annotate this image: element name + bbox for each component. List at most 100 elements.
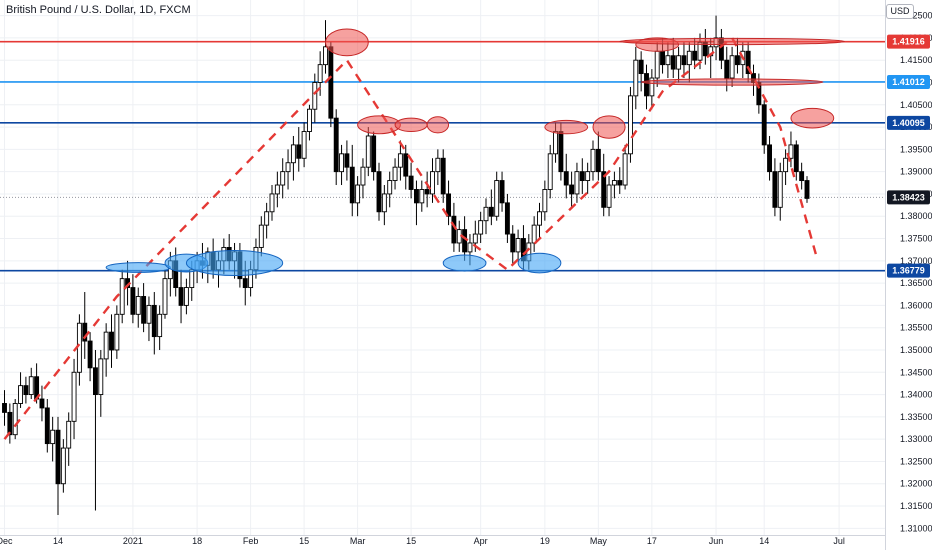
resistance-touch-marker (790, 107, 835, 129)
candle-body (745, 50, 751, 75)
x-tick-label: Feb (243, 536, 259, 546)
x-tick-label: Mar (350, 536, 366, 546)
candle-body (23, 385, 29, 396)
candle-body (537, 211, 542, 226)
candle-body (39, 398, 45, 409)
candle-body (494, 180, 500, 217)
candle-body (71, 371, 77, 422)
y-tick-label: 1.38000 (900, 211, 932, 221)
resistance-touch-marker (357, 115, 401, 135)
x-tick-label: Jul (833, 536, 845, 546)
x-tick-label: 15 (299, 536, 309, 546)
support-touch-marker (185, 250, 284, 277)
y-tick-label: 1.34000 (900, 390, 932, 400)
candle-body (681, 55, 687, 66)
level-price-tag (887, 74, 930, 89)
candle-body (28, 376, 34, 396)
y-tick-label: 1.36000 (900, 300, 932, 310)
y-tick-label: 1.33500 (900, 412, 932, 422)
candle-body (499, 180, 505, 204)
level-price-tag (887, 115, 930, 130)
candle-body (301, 131, 307, 159)
candle-body (638, 59, 644, 75)
candle-body (18, 385, 23, 404)
candle-body (686, 50, 692, 66)
candle-body (783, 157, 789, 173)
candle-body (510, 233, 516, 253)
candle-body (392, 166, 398, 182)
x-tick-label: May (590, 536, 608, 546)
candle-body (772, 171, 778, 208)
candle-body (307, 108, 312, 132)
candle-body (547, 153, 553, 190)
candle-body (408, 175, 414, 190)
candle-body (585, 171, 591, 182)
candle-body (729, 55, 735, 79)
candle-body (296, 144, 302, 159)
x-tick-label: Apr (474, 536, 488, 546)
candle-body (804, 180, 810, 199)
candle-body (697, 41, 703, 61)
candle-body (317, 64, 323, 83)
candle-body (660, 50, 665, 66)
candle-body (628, 95, 633, 155)
candle-body (563, 171, 569, 186)
candle-body (189, 269, 195, 289)
candle-body (2, 403, 7, 413)
y-tick-label: 1.37000 (900, 256, 932, 266)
level-price-tag (887, 34, 930, 49)
x-tick-label: 17 (647, 536, 657, 546)
candle-body (446, 193, 451, 217)
candle-body (777, 171, 783, 208)
candle-body (290, 144, 296, 164)
candle-body (735, 55, 740, 66)
candle-body (339, 153, 344, 173)
candle-body (504, 202, 510, 235)
candle-body (323, 46, 328, 66)
candle-body (92, 367, 98, 396)
support-touch-marker (442, 254, 487, 272)
candle-body (82, 322, 88, 342)
candle-body (312, 82, 318, 110)
candle-body (633, 59, 639, 97)
candle-body (649, 77, 655, 97)
currency-badge[interactable]: USD (886, 4, 914, 19)
candle-body (141, 296, 147, 324)
support-touch-marker (105, 262, 171, 273)
candle-body (665, 55, 671, 66)
candle-body (381, 193, 387, 213)
y-tick-label: 1.33000 (900, 434, 932, 444)
candle-body (344, 153, 350, 168)
candle-body (430, 171, 435, 195)
candle-body (595, 148, 601, 173)
candle-body (269, 193, 275, 213)
level-price-tag-label: 1.36779 (892, 266, 925, 276)
candle-body (724, 59, 730, 79)
candle-body (109, 331, 114, 351)
candle-body (258, 224, 264, 248)
candle-body (761, 104, 767, 146)
candle-body (793, 144, 799, 173)
candle-body (611, 180, 617, 186)
x-tick-label: Dec (0, 536, 13, 546)
candle-body (242, 278, 248, 289)
candle-body (424, 189, 430, 195)
candle-body (397, 153, 403, 168)
candle-body (617, 180, 623, 186)
candle-body (788, 144, 794, 159)
candle-body (103, 331, 109, 360)
current-price-tag-label: 1.38423 (892, 192, 925, 202)
candle-body (66, 420, 72, 449)
support-touch-marker (517, 252, 562, 274)
candle-body (371, 135, 377, 173)
y-tick-label: 1.37500 (900, 234, 932, 244)
candle-body (606, 184, 612, 208)
level-price-tag-label: 1.40095 (892, 118, 925, 128)
current-price-tag (887, 190, 930, 205)
candle-body (183, 287, 189, 306)
resistance-touch-marker (426, 116, 450, 134)
x-tick-label: 18 (192, 536, 202, 546)
candle-body (483, 206, 489, 222)
